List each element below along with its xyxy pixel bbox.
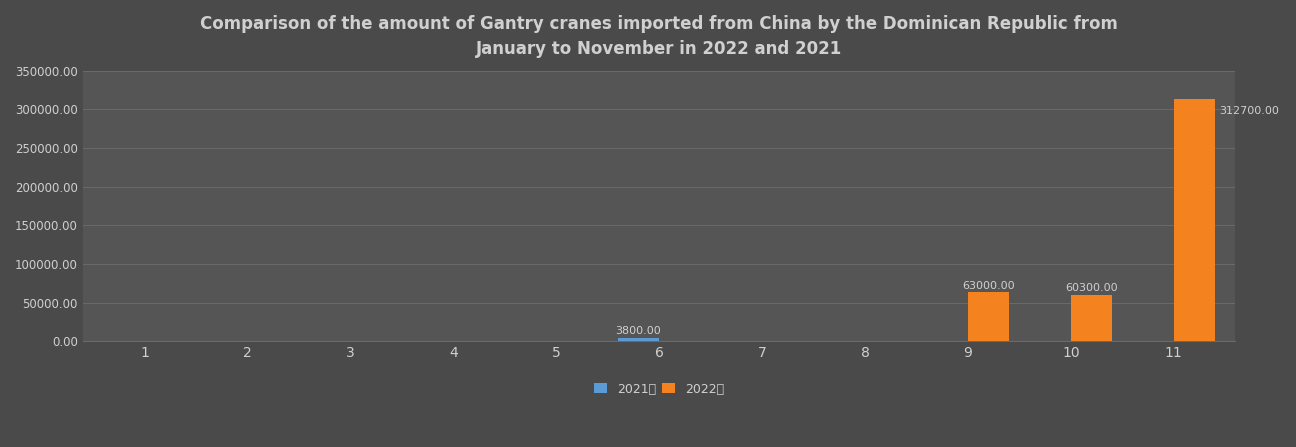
Legend: 2021年, 2022年: 2021年, 2022年 <box>595 383 724 396</box>
Text: 3800.00: 3800.00 <box>616 326 661 336</box>
Bar <box>1070 295 1112 341</box>
Bar <box>618 338 660 341</box>
Title: Comparison of the amount of Gantry cranes imported from China by the Dominican R: Comparison of the amount of Gantry crane… <box>200 15 1118 58</box>
Bar <box>1174 100 1214 341</box>
Bar <box>968 292 1010 341</box>
Text: 60300.00: 60300.00 <box>1065 283 1117 293</box>
Text: 63000.00: 63000.00 <box>962 281 1015 291</box>
Text: 312700.00: 312700.00 <box>1220 105 1279 116</box>
